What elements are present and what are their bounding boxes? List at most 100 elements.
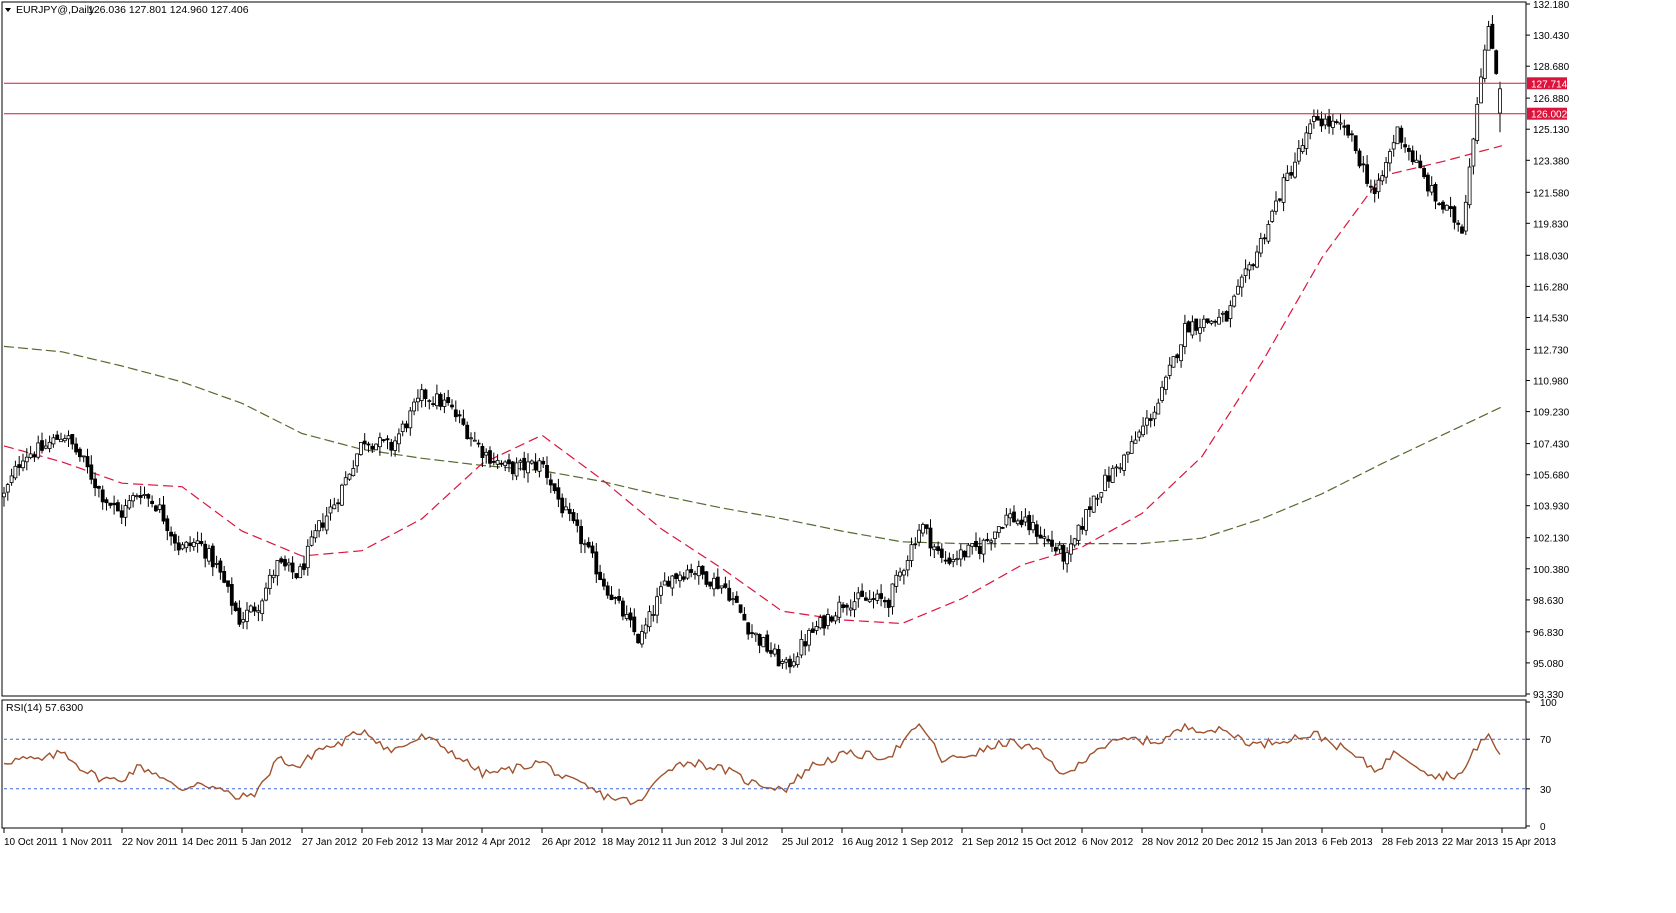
price-tick-label: 126.880 [1533, 94, 1570, 105]
candle-down [89, 464, 94, 480]
candle-down [704, 571, 709, 585]
candle-up [256, 610, 261, 613]
candle-down [879, 593, 883, 599]
candle-up [393, 440, 398, 451]
candle-down [803, 641, 808, 647]
candle-down [1441, 201, 1445, 210]
candle-up [659, 586, 663, 596]
candle-down [104, 499, 109, 504]
candle-up [66, 435, 71, 440]
candle-up [996, 526, 1001, 533]
candle-down [1448, 206, 1453, 209]
candle-up [1266, 223, 1271, 242]
candle-down [1365, 164, 1369, 184]
candle-down [590, 545, 595, 554]
candle-down [431, 403, 436, 406]
menu-triangle-icon[interactable] [5, 8, 11, 12]
candle-up [791, 661, 796, 667]
candle-up [43, 445, 48, 449]
candle-up [753, 632, 758, 636]
candle-down [1224, 311, 1229, 322]
candle-down [370, 445, 375, 450]
candle-down [108, 502, 113, 506]
candle-down [119, 510, 124, 518]
candle-down [146, 494, 151, 499]
candle-up [412, 401, 417, 412]
candle-up [469, 437, 473, 440]
candle-down [404, 423, 409, 429]
candle-up [313, 530, 318, 539]
price-tick-label: 132.180 [1533, 0, 1570, 11]
candle-down [750, 632, 754, 634]
candle-down [522, 457, 527, 471]
candle-up [1255, 251, 1259, 268]
candle-up [712, 577, 716, 590]
level-price-tag [1527, 107, 1567, 120]
candle-up [655, 596, 659, 616]
candle-down [829, 616, 834, 622]
price-pane[interactable] [1, 1, 1527, 697]
candle-down [788, 658, 792, 668]
candle-down [860, 590, 864, 597]
candle-up [157, 504, 162, 510]
candle-up [1220, 312, 1225, 315]
candle-up [1190, 321, 1195, 336]
candle-down [188, 542, 193, 546]
candle-up [909, 544, 914, 562]
candle-up [1414, 159, 1419, 163]
candle-down [233, 602, 238, 611]
candle-down [822, 615, 826, 629]
candle-up [1129, 441, 1134, 454]
candle-up [993, 531, 997, 539]
candle-up [875, 593, 880, 601]
candle-down [571, 512, 576, 522]
candle-up [518, 460, 523, 463]
candle-down [165, 518, 170, 531]
candle-up [62, 438, 67, 442]
candle-down [1053, 547, 1058, 552]
time-tick-label: 20 Dec 2012 [1202, 837, 1259, 848]
level-price-label: 127.714 [1531, 79, 1568, 90]
candle-down [636, 633, 640, 644]
price-tick-label: 116.280 [1533, 282, 1569, 293]
candle-down [336, 502, 341, 505]
candle-up [1463, 201, 1468, 232]
candle-down [548, 479, 553, 486]
candle-down [17, 464, 22, 468]
candle-down [381, 439, 386, 442]
candle-up [1467, 166, 1472, 206]
candle-down [476, 442, 481, 445]
level-price-label: 126.002 [1531, 110, 1568, 121]
candle-down [541, 460, 546, 465]
candle-down [841, 604, 845, 608]
candle-up [1285, 172, 1290, 181]
candle-up [1300, 145, 1305, 153]
candle-down [765, 634, 770, 652]
candle-down [252, 606, 257, 612]
candle-down [138, 494, 143, 498]
candle-up [180, 544, 185, 550]
candle-down [977, 546, 982, 555]
candle-up [921, 524, 925, 534]
candle-up [795, 656, 800, 665]
candle-down [302, 563, 306, 570]
candle-up [1228, 305, 1233, 320]
candle-down [112, 502, 116, 506]
candle-down [290, 562, 295, 573]
candle-up [1217, 316, 1221, 325]
candle-up [678, 574, 682, 582]
price-tick-label: 118.030 [1533, 251, 1569, 262]
candle-down [552, 483, 557, 492]
candle-down [560, 497, 565, 514]
candle-down [689, 569, 694, 573]
time-tick-label: 3 Jul 2012 [722, 837, 769, 848]
candle-up [1304, 132, 1309, 149]
candle-up [9, 475, 14, 483]
time-tick-label: 27 Jan 2012 [302, 837, 357, 848]
rsi-tick-label: 0 [1540, 822, 1546, 833]
candle-down [632, 616, 637, 633]
candle-down [609, 594, 614, 600]
candle-down [1319, 118, 1324, 127]
rsi-pane[interactable] [1, 699, 1527, 829]
